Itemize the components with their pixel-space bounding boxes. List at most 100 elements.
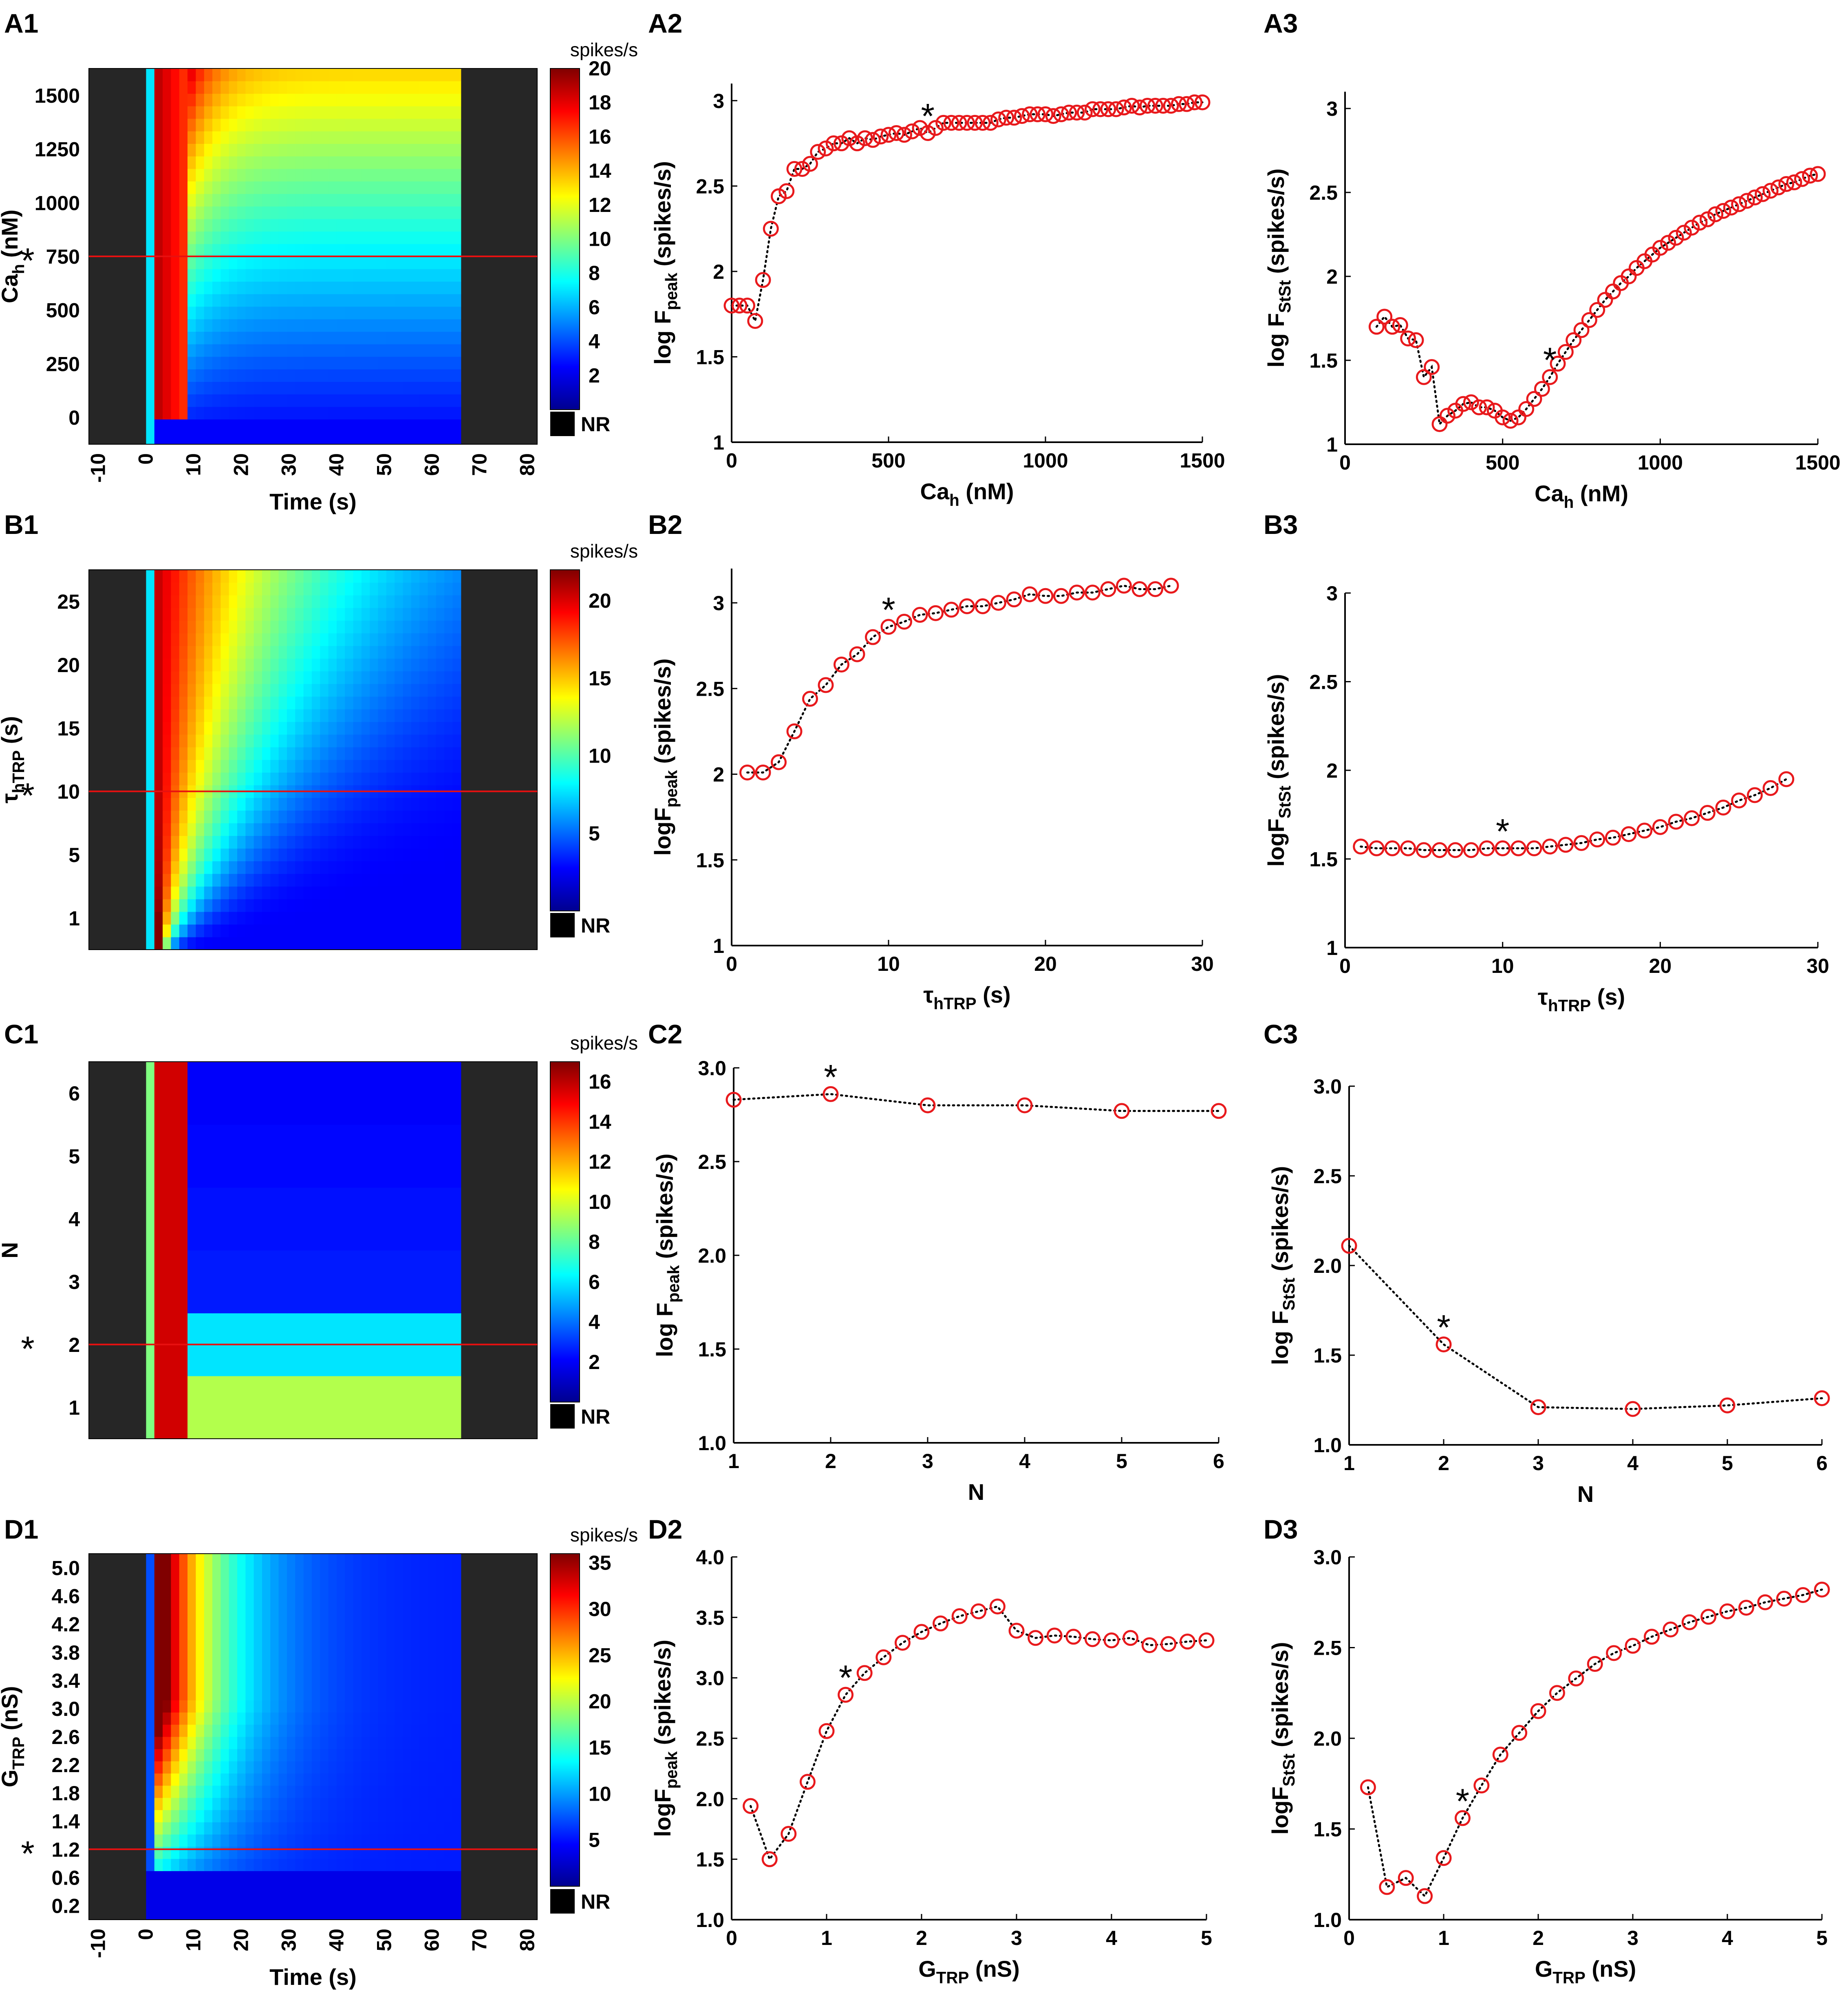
heatmap-cell [311,294,320,307]
heatmap-cell [262,684,271,697]
heatmap-cell [254,1907,262,1920]
heatmap-cell [311,231,320,244]
heatmap-cell [403,1859,412,1871]
heatmap-cell [370,633,379,646]
heatmap-cell [278,68,287,82]
heatmap-cell [163,1578,171,1591]
heatmap-cell [163,1590,171,1603]
heatmap-cell [163,1554,171,1566]
heatmap-cell [187,1627,196,1640]
heatmap-cell [386,1250,395,1314]
heatmap-cell [419,419,428,432]
heatmap-cell [311,1761,320,1774]
data-point [1526,840,1542,856]
heatmap-cell [345,760,354,773]
heatmap-cell [303,206,312,219]
heatmap-cell [311,899,320,912]
heatmap-cell [204,1785,213,1798]
heatmap-cell [154,406,163,420]
heatmap-cell [204,419,213,432]
heatmap-cell [320,1859,329,1871]
heatmap-cell [436,798,445,811]
x-tick-label: 20 [1034,952,1057,975]
heatmap-cell [254,256,262,269]
heatmap-cell [403,1554,412,1566]
heatmap-cell [154,899,163,912]
heatmap-cell [320,1907,329,1920]
heatmap-cell [328,356,337,370]
heatmap-cell [361,861,370,874]
heatmap-cell [171,747,180,760]
heatmap-cell [303,1748,312,1762]
heatmap-cell [436,194,445,207]
heatmap-cell [328,823,337,836]
heatmap-cell [345,269,354,282]
heatmap-cell [295,1907,304,1920]
heatmap-cell [428,1748,437,1762]
heatmap-cell [254,1822,262,1835]
heatmap-cell [179,1663,188,1676]
heatmap-cell [196,937,205,950]
data-point [755,764,771,781]
heatmap-cell [287,319,296,332]
heatmap-cell [245,1614,254,1627]
heatmap-cell [179,836,188,849]
heatmap-cell [452,344,461,357]
heatmap-cell [229,356,238,370]
heatmap-cell [171,1712,180,1725]
heatmap-cell [163,633,171,646]
heatmap-cell [287,1846,296,1859]
heatmap-cell [320,620,329,633]
x-tick-label: 30 [1191,952,1214,975]
heatmap-cell [370,1554,379,1566]
heatmap-cell [386,143,395,157]
heatmap-cell [245,836,254,849]
series-line [750,1605,1208,1861]
nr-label: NR [581,413,610,436]
heatmap-cell [237,798,246,811]
heatmap-cell [419,1712,428,1725]
heatmap-cell [311,658,320,672]
heatmap-cell [395,369,404,382]
heatmap-cell [361,68,370,82]
heatmap-cell [452,181,461,194]
heatmap-cell [287,369,296,382]
heatmap-cell [361,1062,370,1125]
heatmap-cell [428,1627,437,1640]
heatmap-cell [221,608,229,621]
heatmap-cell [353,131,362,144]
heatmap-cell [303,1907,312,1920]
heatmap-cell [221,1737,229,1749]
heatmap-cell [353,1639,362,1652]
heatmap-cell [146,1895,155,1908]
heatmap-cell [270,1748,279,1762]
heatmap-cell [419,937,428,950]
heatmap-cell [245,848,254,862]
heatmap-cell [303,1859,312,1871]
heatmap-cell [361,620,370,633]
data-point [1392,317,1408,333]
heatmap-cell [187,1712,196,1725]
heatmap-cell [245,873,254,887]
x-tick-label: 0 [726,449,737,472]
heatmap-cell [196,131,205,144]
heatmap-cell [336,131,345,144]
heatmap-cell [303,131,312,144]
heatmap-cell [270,1883,279,1896]
heatmap-cell [436,319,445,332]
heatmap-cell [428,608,437,621]
heatmap-cell [328,1651,337,1664]
heatmap-cell [163,646,171,659]
heatmap-cell [353,344,362,357]
heatmap-cell [204,1614,213,1627]
heatmap-cell [212,81,221,94]
heatmap-cell [154,760,163,773]
data-point [1006,591,1022,608]
heatmap-cell [386,1846,395,1859]
heatmap-cell [245,1737,254,1749]
x-tick-label: 500 [1486,451,1519,474]
heatmap-cell [163,798,171,811]
heatmap-cell [320,1737,329,1749]
heatmap-cell [395,1250,404,1314]
heatmap-cell [270,595,279,608]
